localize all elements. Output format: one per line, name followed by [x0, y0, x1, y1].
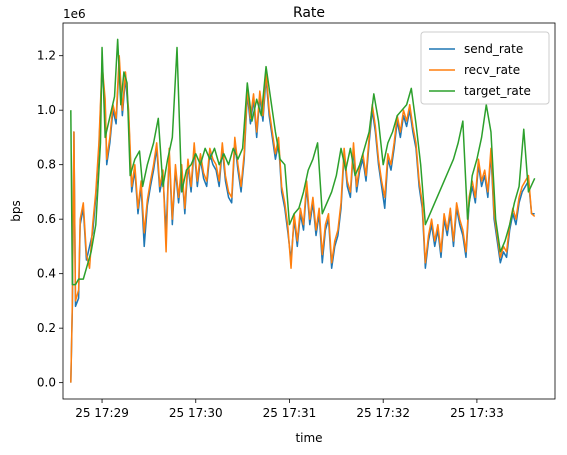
x-tick-label: 25 17:29: [75, 406, 129, 420]
y-tick-label: 0.2: [37, 321, 56, 335]
plot-frame: [62, 22, 556, 400]
series-line-target-rate: [70, 38, 536, 286]
series-layer: [70, 38, 536, 383]
legend-label: send_rate: [464, 42, 523, 56]
y-axis: 0.0 0.2 0.4 0.6 0.8 1.0 1.2: [37, 49, 63, 390]
y-tick-label: 0.4: [37, 267, 56, 281]
y-offset-label: 1e6: [63, 7, 86, 21]
x-tick-label: 25 17:30: [169, 406, 223, 420]
x-tick-label: 25 17:31: [263, 406, 317, 420]
x-tick-label: 25 17:32: [356, 406, 410, 420]
y-axis-label: bps: [9, 200, 23, 222]
legend-box: [420, 31, 550, 105]
legend-label: recv_rate: [464, 63, 520, 77]
y-tick-label: 1.0: [37, 103, 56, 117]
x-axis: 25 17:29 25 17:30 25 17:31 25 17:32 25 17:33: [75, 399, 504, 420]
y-tick-label: 0.6: [37, 212, 56, 226]
legend: send_rate recv_rate target_rate: [420, 31, 550, 105]
x-tick-label: 25 17:33: [450, 406, 504, 420]
y-tick-label: 1.2: [37, 49, 56, 63]
x-axis-label: time: [295, 431, 322, 445]
chart-title: Rate: [293, 5, 325, 21]
series-line-recv-rate: [70, 54, 536, 383]
y-tick-label: 0.8: [37, 158, 56, 172]
y-tick-label: 0.0: [37, 376, 56, 390]
legend-label: target_rate: [464, 84, 531, 98]
